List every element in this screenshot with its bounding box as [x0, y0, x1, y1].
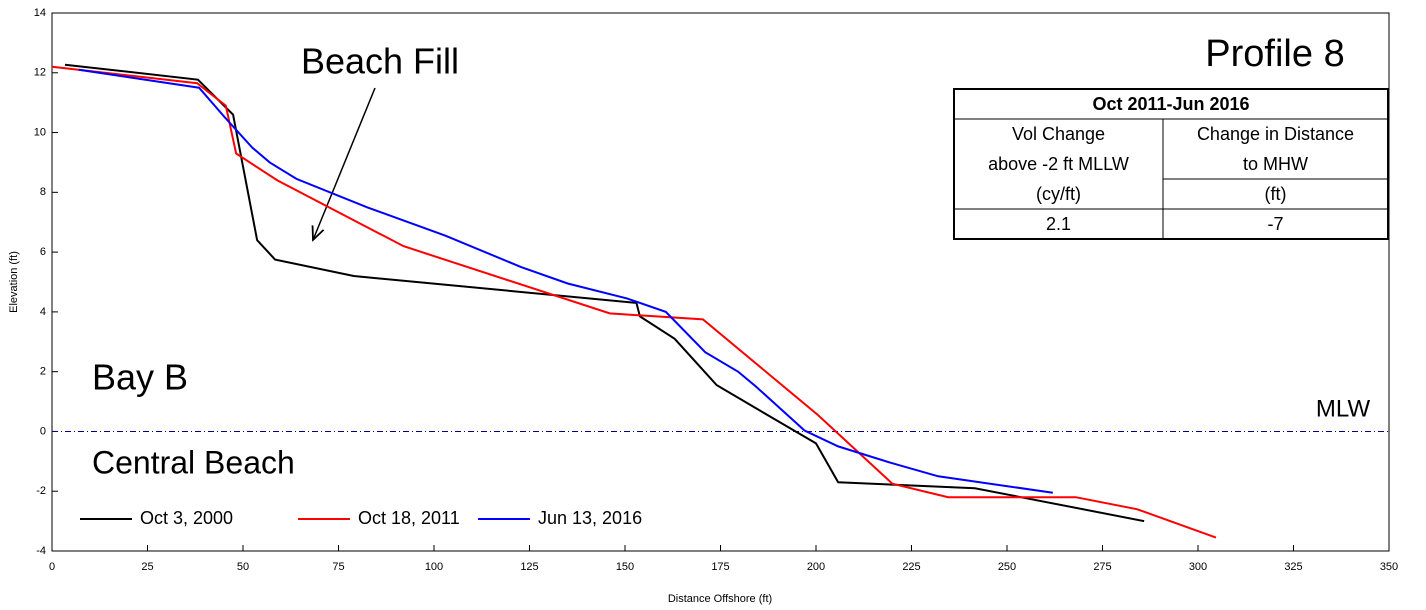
legend-label: Oct 18, 2011 — [358, 508, 460, 528]
table-cell: Vol Change — [1012, 124, 1105, 144]
y-tick-label: 4 — [40, 306, 46, 318]
table-cell: (ft) — [1265, 184, 1287, 204]
y-tick-label: 2 — [40, 366, 46, 378]
x-tick-label: 150 — [616, 561, 634, 573]
y-tick-label: 0 — [40, 425, 46, 437]
annotation: Central Beach — [92, 444, 295, 480]
x-tick-label: 175 — [711, 561, 729, 573]
y-tick-label: -4 — [36, 545, 46, 557]
x-tick-label: 100 — [425, 561, 443, 573]
y-tick-label: 10 — [34, 126, 46, 138]
x-tick-label: 300 — [1189, 561, 1207, 573]
x-tick-label: 25 — [141, 561, 153, 573]
x-axis-label: Distance Offshore (ft) — [668, 593, 772, 605]
reference-label: MLW — [1316, 395, 1371, 422]
x-tick-label: 50 — [237, 561, 249, 573]
arrow — [313, 87, 376, 240]
x-tick-label: 275 — [1093, 561, 1111, 573]
legend-label: Jun 13, 2016 — [538, 508, 642, 528]
table-cell: Change in Distance — [1197, 124, 1354, 144]
x-tick-label: 350 — [1380, 561, 1398, 573]
table-cell: above -2 ft MLLW — [988, 154, 1129, 174]
table-cell: to MHW — [1243, 154, 1308, 174]
legend-label: Oct 3, 2000 — [140, 508, 233, 528]
table-frame — [953, 88, 1389, 240]
y-tick-label: 8 — [40, 186, 46, 198]
x-tick-label: 325 — [1284, 561, 1302, 573]
y-tick-label: 12 — [34, 67, 46, 79]
data-line — [78, 68, 1053, 494]
table-title: Oct 2011-Jun 2016 — [1092, 94, 1249, 114]
x-tick-label: 200 — [807, 561, 825, 573]
y-tick-label: -2 — [36, 485, 46, 497]
y-axis-label: Elevation (ft) — [8, 251, 20, 313]
annotation: Bay B — [92, 357, 188, 398]
table-cell: 2.1 — [1046, 214, 1071, 234]
x-tick-label: 75 — [332, 561, 344, 573]
annotation: Profile 8 — [1205, 33, 1344, 75]
table-cell: (cy/ft) — [1036, 184, 1081, 204]
table-cell: -7 — [1267, 214, 1283, 234]
y-tick-label: 6 — [40, 246, 46, 258]
x-tick-label: 225 — [902, 561, 920, 573]
y-tick-label: 14 — [34, 7, 46, 19]
x-tick-label: 125 — [520, 561, 538, 573]
x-tick-label: 0 — [49, 561, 55, 573]
annotation: Beach Fill — [301, 41, 459, 82]
x-tick-label: 250 — [998, 561, 1016, 573]
data-line — [51, 65, 1217, 539]
